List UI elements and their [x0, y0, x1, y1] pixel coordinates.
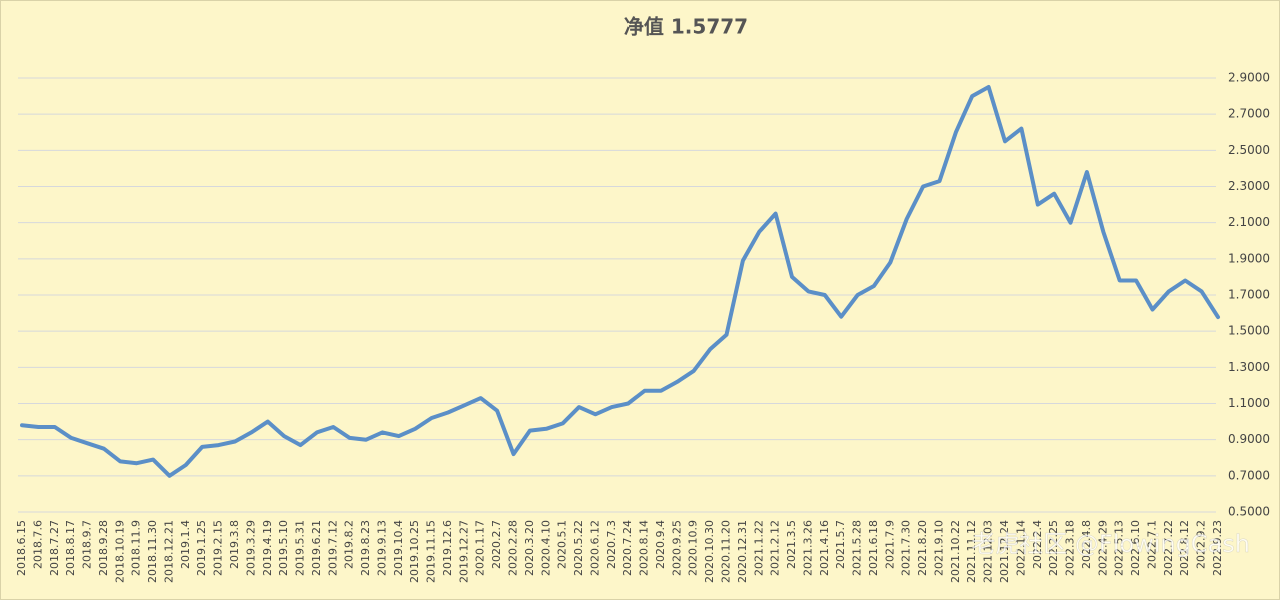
x-tick-label: 2020.6.12: [588, 520, 601, 576]
x-tick-label: 2018.7.6: [31, 520, 44, 569]
x-tick-label: 2021.1.22: [752, 520, 765, 576]
x-tick-label: 2019.10.25: [408, 520, 421, 583]
y-tick-label: 1.9000: [1228, 251, 1270, 265]
y-tick-label: 1.5000: [1228, 324, 1270, 338]
x-tick-label: 2021.6.18: [867, 520, 880, 576]
x-tick-label: 2022.9.23: [1211, 520, 1224, 576]
x-tick-label: 2022.1.14: [1014, 520, 1027, 576]
x-tick-label: 2018.7.27: [48, 520, 61, 576]
x-tick-label: 2022.2.4: [1031, 520, 1044, 569]
y-tick-label: 0.7000: [1228, 468, 1270, 482]
x-tick-label: 2021.3.26: [801, 520, 814, 576]
x-tick-label: 2018.8.17: [64, 520, 77, 576]
x-tick-label: 2021.11.12: [965, 520, 978, 583]
x-tick-label: 2022.9.2: [1195, 520, 1208, 569]
x-tick-label: 2021.10.22: [949, 520, 962, 583]
x-tick-label: 2020.7.3: [605, 520, 618, 569]
x-tick-label: 2021.7.9: [883, 520, 896, 569]
x-tick-label: 2021.9.10: [932, 520, 945, 576]
x-tick-label: 2020.11.20: [719, 520, 732, 583]
x-tick-label: 2020.3.20: [523, 520, 536, 576]
x-tick-label: 2020.7.24: [621, 520, 634, 576]
x-tick-label: 2021.8.20: [916, 520, 929, 576]
x-tick-label: 2021.5.28: [851, 520, 864, 576]
x-tick-label: 2019.9.13: [375, 520, 388, 576]
x-tick-label: 2022.4.8: [1080, 520, 1093, 569]
x-tick-label: 2020.5.1: [556, 520, 569, 569]
line-series: [20, 85, 1220, 478]
x-tick-label: 2021.3.5: [785, 520, 798, 569]
x-tick-label: 2019.4.19: [261, 520, 274, 576]
x-tick-label: 2019.3.29: [244, 520, 257, 576]
x-tick-label: 2022.3.18: [1064, 520, 1077, 576]
x-tick-label: 2019.8.23: [359, 520, 372, 576]
x-tick-label: 2020.8.14: [638, 520, 651, 576]
x-tick-label: 2020.2.28: [507, 520, 520, 576]
x-tick-label: 2022.7.1: [1145, 520, 1158, 569]
x-tick-label: 2022.7.22: [1162, 520, 1175, 576]
x-tick-label: 2018.9.7: [81, 520, 94, 569]
x-tick-label: 2020.2.7: [490, 520, 503, 569]
x-tick-label: 2020.5.22: [572, 520, 585, 576]
y-tick-label: 2.5000: [1228, 143, 1270, 157]
x-tick-label: 2019.12.27: [457, 520, 470, 583]
x-tick-label: 2020.4.10: [539, 520, 552, 576]
x-tick-label: 2020.9.25: [670, 520, 683, 576]
x-tick-label: 2019.5.10: [277, 520, 290, 576]
y-tick-label: 2.9000: [1228, 71, 1270, 85]
x-tick-label: 2019.12.6: [441, 520, 454, 576]
x-tick-label: 2020.9.4: [654, 520, 667, 569]
x-tick-label: 2021.7.30: [900, 520, 913, 576]
y-tick-label: 2.7000: [1228, 107, 1270, 121]
x-tick-label: 2022.4.29: [1096, 520, 1109, 576]
x-tick-label: 2019.5.31: [294, 520, 307, 576]
y-tick-label: 0.5000: [1228, 505, 1270, 519]
x-tick-label: 2020.12.31: [736, 520, 749, 583]
x-tick-label: 2018.11.30: [146, 520, 159, 583]
x-tick-label: 2020.10.30: [703, 520, 716, 583]
y-tick-label: 2.3000: [1228, 179, 1270, 193]
x-tick-label: 2022.2.25: [1047, 520, 1060, 576]
watermark: 老虎社区 @FlowingCash: [971, 530, 1250, 558]
x-tick-label: 2018.12.21: [162, 520, 175, 583]
y-tick-label: 1.1000: [1228, 396, 1270, 410]
y-tick-label: 1.3000: [1228, 360, 1270, 374]
x-tick-label: 2021.12.24: [998, 520, 1011, 583]
x-tick-label: 2022.5.13: [1113, 520, 1126, 576]
x-tick-label: 2020.10.9: [687, 520, 700, 576]
x-tick-label: 2018.6.15: [15, 520, 28, 576]
x-tick-label: 2019.1.25: [195, 520, 208, 576]
x-tick-label: 2020.1.17: [474, 520, 487, 576]
x-tick-label: 2022.8.12: [1178, 520, 1191, 576]
x-tick-label: 2019.2.15: [212, 520, 225, 576]
x-tick-label: 2019.11.15: [425, 520, 438, 583]
y-tick-label: 2.1000: [1228, 215, 1270, 229]
x-tick-label: 2022.6.10: [1129, 520, 1142, 576]
x-tick-label: 2021.12.03: [982, 520, 995, 583]
x-tick-label: 2021.5.7: [834, 520, 847, 569]
x-tick-label: 2019.3.8: [228, 520, 241, 569]
x-tick-label: 2019.6.21: [310, 520, 323, 576]
x-tick-label: 2021.4.16: [818, 520, 831, 576]
x-tick-label: 2019.7.12: [326, 520, 339, 576]
x-tick-label: 2019.10.4: [392, 520, 405, 576]
y-tick-label: 1.7000: [1228, 288, 1270, 302]
x-tick-label: 2018.10.19: [113, 520, 126, 583]
x-tick-label: 2018.9.28: [97, 520, 110, 576]
x-tick-label: 2019.8.2: [343, 520, 356, 569]
x-tick-label: 2019.1.4: [179, 520, 192, 569]
y-tick-label: 0.9000: [1228, 432, 1270, 446]
x-tick-label: 2021.2.12: [769, 520, 782, 576]
chart-title: 净值 1.5777: [624, 15, 748, 39]
x-tick-label: 2018.11.9: [130, 520, 143, 576]
